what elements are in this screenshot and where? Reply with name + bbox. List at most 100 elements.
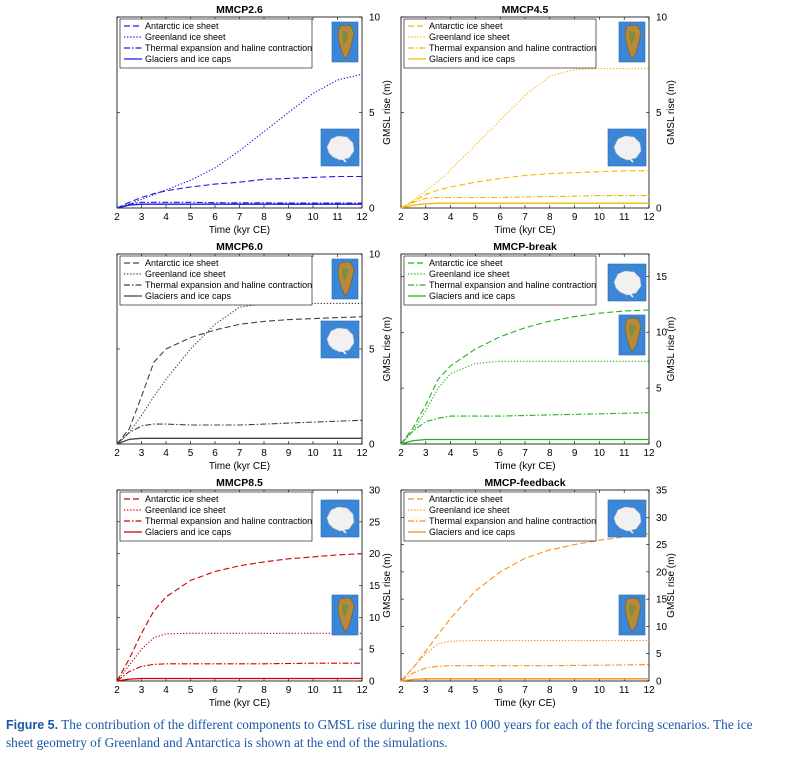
antarctica-peninsula <box>338 525 347 534</box>
x-tick-label: 7 <box>237 448 243 459</box>
x-tick-label: 10 <box>307 685 319 696</box>
x-tick-label: 3 <box>423 448 429 459</box>
y-tick-label: 15 <box>369 581 381 592</box>
series-line-1 <box>400 640 649 682</box>
x-tick-label: 2 <box>398 448 404 459</box>
chart-title: MMCP8.5 <box>216 477 263 489</box>
x-tick-label: 12 <box>643 212 655 223</box>
y-tick-label: 5 <box>656 384 662 395</box>
x-tick-label: 9 <box>572 685 578 696</box>
y-tick-label: 10 <box>656 328 668 339</box>
series-line-1 <box>116 632 362 682</box>
greenland-vegetation <box>342 31 348 44</box>
y-tick-label: 5 <box>369 345 375 356</box>
y-tick-label: 25 <box>656 540 668 551</box>
x-tick-label: 4 <box>163 685 169 696</box>
series-line-0 <box>400 170 649 209</box>
x-tick-label: 11 <box>332 212 343 223</box>
y-tick-label: 10 <box>369 613 381 624</box>
chart-title: MMCP2.6 <box>216 4 263 16</box>
y-tick-label: 10 <box>656 13 668 24</box>
legend-entry: Thermal expansion and haline contraction <box>429 280 596 290</box>
x-tick-label: 11 <box>332 448 343 459</box>
y-tick-label: 35 <box>656 486 668 497</box>
x-tick-label: 6 <box>497 212 503 223</box>
x-tick-label: 5 <box>188 685 194 696</box>
greenland-vegetation <box>629 604 635 617</box>
chart-title: MMCP-break <box>493 241 557 253</box>
y-tick-label: 10 <box>369 13 381 24</box>
x-axis-label: Time (kyr CE) <box>209 461 270 472</box>
x-tick-label: 3 <box>139 685 145 696</box>
x-tick-label: 5 <box>188 448 194 459</box>
antarctica-peninsula <box>625 154 634 163</box>
series-line-0 <box>116 175 362 209</box>
x-tick-label: 2 <box>398 685 404 696</box>
x-tick-label: 11 <box>619 685 630 696</box>
y-tick-label: 15 <box>656 595 668 606</box>
x-tick-label: 6 <box>497 685 503 696</box>
y-tick-label: 0 <box>369 440 375 451</box>
x-tick-label: 9 <box>286 212 292 223</box>
legend-entry: Greenland ice sheet <box>429 269 510 279</box>
legend-entry: Glaciers and ice caps <box>429 54 516 64</box>
legend-entry: Greenland ice sheet <box>429 505 510 515</box>
x-tick-label: 3 <box>139 212 145 223</box>
x-tick-label: 9 <box>572 212 578 223</box>
x-tick-label: 8 <box>547 212 553 223</box>
legend-box <box>403 18 597 69</box>
x-tick-label: 11 <box>619 212 630 223</box>
x-tick-label: 12 <box>643 685 655 696</box>
legend-entry: Antarctic ice sheet <box>145 21 219 31</box>
x-tick-label: 5 <box>473 685 479 696</box>
series-line-3 <box>400 438 649 445</box>
series-line-3 <box>116 437 362 445</box>
chart-panel-4: MMCP8.5 2 3 4 5 6 7 8 9 10 11 12 Time (kyr CE) 0 5 10 15… <box>114 477 393 709</box>
y-tick-label: 5 <box>369 645 375 656</box>
series-line-2 <box>116 201 362 209</box>
legend-entry: Thermal expansion and haline contraction <box>429 43 596 53</box>
chart-panel-2: MMCP6.0 2 3 4 5 6 7 8 9 10 11 12 Time (kyr CE) 0 5 10 GM… <box>114 241 393 472</box>
legend-entry: Greenland ice sheet <box>145 269 226 279</box>
antarctica-peninsula <box>625 525 634 534</box>
legend-entry: Glaciers and ice caps <box>429 527 516 537</box>
legend-entry: Antarctic ice sheet <box>429 258 503 268</box>
antarctica-peninsula <box>338 154 347 163</box>
legend-entry: Antarctic ice sheet <box>145 258 219 268</box>
y-tick-label: 10 <box>656 622 668 633</box>
y-axis-label: GMSL rise (m) <box>666 80 677 145</box>
greenland-vegetation <box>342 268 348 281</box>
caption-label: Figure 5. <box>6 718 59 732</box>
legend-box <box>119 255 313 306</box>
x-tick-label: 10 <box>594 212 606 223</box>
y-tick-label: 0 <box>369 677 375 688</box>
figure-caption: Figure 5. The contribution of the differ… <box>6 716 778 751</box>
y-tick-label: 15 <box>656 272 668 283</box>
x-tick-label: 9 <box>286 448 292 459</box>
antarctica-shape <box>613 506 642 532</box>
x-tick-label: 3 <box>139 448 145 459</box>
series-line-3 <box>400 202 649 209</box>
x-tick-label: 7 <box>522 212 528 223</box>
y-axis-label: GMSL rise (m) <box>382 553 393 618</box>
chart-panel-0: MMCP2.6 2 3 4 5 6 7 8 9 10 11 12 Time (kyr CE) 0 5 10 GM… <box>114 4 393 236</box>
x-tick-label: 10 <box>594 448 606 459</box>
legend-entry: Greenland ice sheet <box>145 32 226 42</box>
antarctica-peninsula <box>625 289 634 298</box>
x-tick-label: 3 <box>423 685 429 696</box>
legend-entry: Thermal expansion and haline contraction <box>145 516 312 526</box>
x-tick-label: 8 <box>547 685 553 696</box>
antarctica-shape <box>326 506 355 532</box>
x-tick-label: 8 <box>547 448 553 459</box>
x-tick-label: 12 <box>356 685 368 696</box>
x-tick-label: 8 <box>261 448 267 459</box>
x-tick-label: 4 <box>163 448 169 459</box>
x-tick-label: 12 <box>356 212 368 223</box>
x-axis-label: Time (kyr CE) <box>209 225 270 236</box>
x-tick-label: 6 <box>212 448 218 459</box>
antarctica-shape <box>326 327 355 353</box>
x-tick-label: 5 <box>473 448 479 459</box>
y-axis-label: GMSL rise (m) <box>382 80 393 145</box>
y-tick-label: 20 <box>369 549 381 560</box>
